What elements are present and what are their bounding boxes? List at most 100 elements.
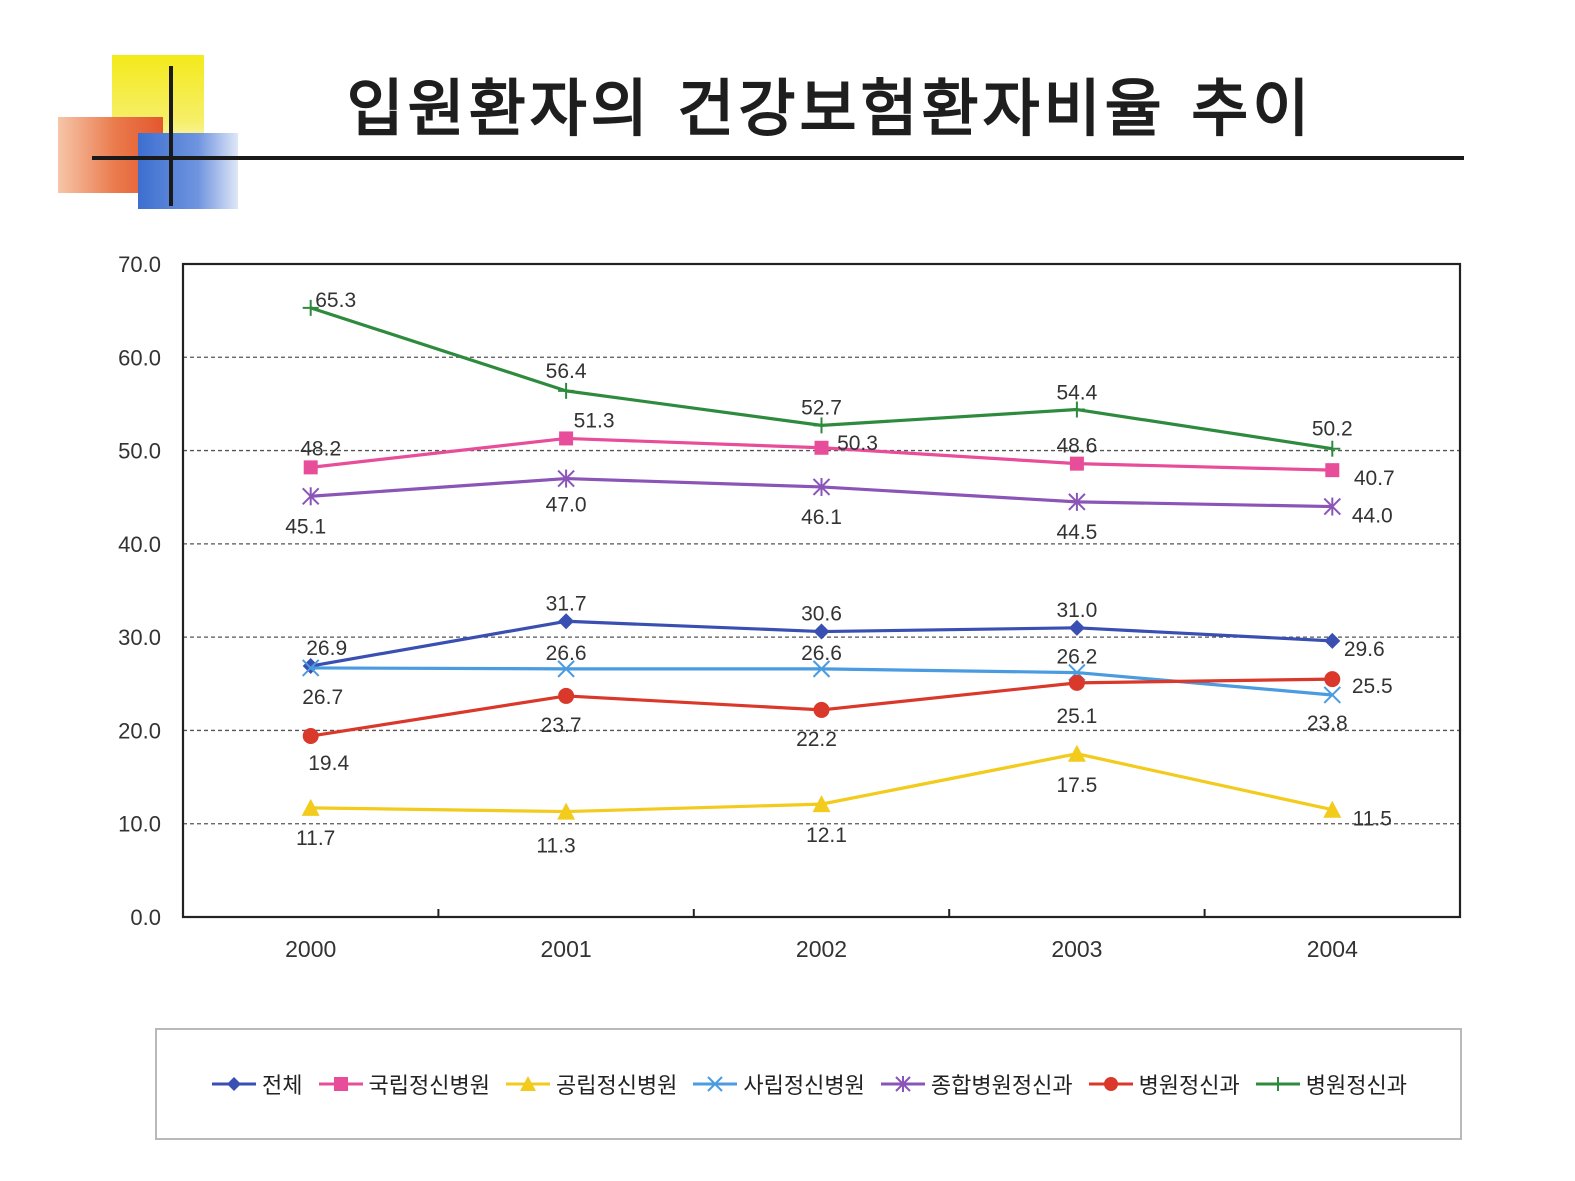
data-label: 54.4	[1056, 382, 1097, 405]
data-point	[519, 1076, 536, 1091]
data-label: 47.0	[546, 494, 587, 517]
data-label: 50.2	[1312, 418, 1353, 441]
data-point	[1323, 800, 1342, 818]
data-point	[812, 660, 831, 678]
data-point	[301, 798, 320, 816]
legend-label: 병원정신과	[1305, 1074, 1407, 1099]
legend-item: 병원정신과	[1087, 1068, 1240, 1100]
data-label: 23.7	[541, 714, 582, 737]
legend-label: 사립정신병원	[743, 1074, 865, 1099]
data-point	[1323, 497, 1342, 516]
page-title: 입원환자의 건강보험환자비율 추이	[346, 72, 1314, 145]
y-tick-label: 0.0	[130, 905, 161, 930]
data-label: 25.1	[1056, 705, 1097, 728]
x-tick-label: 2002	[796, 936, 847, 962]
legend-label: 종합병원정신과	[930, 1074, 1073, 1099]
legend-swatch	[505, 1076, 550, 1091]
data-point	[302, 299, 319, 316]
data-point	[813, 701, 830, 718]
data-point	[333, 1077, 348, 1091]
data-point	[1325, 463, 1340, 478]
title-decoration-blue	[138, 133, 238, 209]
data-label: 30.6	[801, 603, 842, 626]
data-point	[301, 487, 320, 506]
legend-item: 전체	[210, 1068, 303, 1100]
data-label: 65.3	[315, 289, 356, 312]
data-point	[559, 431, 574, 446]
data-point	[303, 460, 318, 475]
data-point	[1068, 619, 1085, 636]
x-tick-label: 2001	[541, 936, 592, 962]
data-point	[557, 660, 575, 678]
legend-swatch	[212, 1077, 257, 1091]
data-label: 31.7	[546, 592, 587, 615]
data-label: 44.0	[1352, 505, 1393, 528]
y-tick-label: 60.0	[118, 345, 161, 370]
data-label: 31.0	[1056, 599, 1097, 622]
data-label: 46.1	[801, 506, 842, 529]
data-label: 22.2	[796, 728, 837, 751]
y-tick-label: 20.0	[118, 718, 161, 743]
data-point	[812, 795, 831, 813]
data-point	[812, 477, 831, 496]
data-point	[1324, 632, 1341, 649]
data-point	[558, 613, 575, 630]
data-point	[1067, 744, 1086, 762]
data-point	[301, 659, 320, 677]
y-tick-label: 40.0	[118, 532, 161, 557]
data-label: 26.7	[302, 686, 343, 709]
data-label: 23.8	[1307, 712, 1348, 735]
data-label: 51.3	[574, 409, 615, 432]
data-point	[1069, 456, 1084, 471]
data-label: 44.5	[1056, 521, 1097, 544]
legend-swatch	[880, 1076, 925, 1092]
data-label: 50.3	[837, 432, 878, 455]
y-tick-label: 50.0	[118, 439, 161, 464]
data-label: 40.7	[1354, 467, 1395, 490]
data-point	[1068, 401, 1085, 418]
data-point	[1324, 671, 1341, 688]
data-label: 17.5	[1056, 774, 1097, 797]
data-label: 11.3	[536, 835, 575, 858]
data-label: 26.6	[546, 642, 587, 665]
data-point	[1270, 1077, 1285, 1091]
data-point	[558, 382, 575, 399]
data-label: 25.5	[1352, 675, 1393, 698]
legend-item: 병원정신과	[1254, 1068, 1407, 1100]
plot-frame	[181, 262, 1462, 919]
data-point	[707, 1076, 724, 1092]
x-tick-label: 2000	[285, 936, 336, 962]
legend-label: 병원정신과	[1138, 1074, 1240, 1099]
data-point	[1068, 492, 1086, 511]
data-label: 52.7	[801, 396, 842, 419]
legend-label: 전체	[262, 1074, 303, 1099]
data-label: 26.6	[801, 642, 842, 665]
data-point	[1323, 686, 1342, 704]
x-tick-label: 2003	[1051, 936, 1102, 962]
data-label: 45.1	[285, 515, 326, 538]
data-label: 26.2	[1056, 646, 1097, 669]
data-label: 29.6	[1344, 638, 1385, 661]
legend-item: 국립정신병원	[317, 1068, 490, 1100]
data-label: 11.5	[1353, 808, 1392, 831]
y-tick-label: 10.0	[118, 812, 161, 837]
title-decoration-line	[169, 66, 173, 206]
data-point	[558, 687, 575, 704]
y-tick-label: 70.0	[118, 252, 161, 277]
data-label: 12.1	[806, 824, 847, 847]
legend-item: 사립정신병원	[691, 1068, 865, 1100]
data-point	[302, 728, 319, 745]
legend-swatch	[1088, 1077, 1133, 1091]
data-label: 19.4	[308, 752, 349, 775]
data-label: 11.7	[296, 827, 335, 850]
data-point	[557, 802, 576, 820]
y-tick-label: 30.0	[118, 625, 161, 650]
data-point	[814, 440, 829, 455]
legend-item: 종합병원정신과	[879, 1068, 1073, 1100]
data-point	[557, 469, 575, 488]
data-point	[302, 658, 319, 675]
data-label: 26.9	[306, 637, 347, 660]
chart-legend: 전체 국립정신병원 공립정신병원 사립정신병원 종합병원정신과 병원정신과 병원정신과	[155, 1028, 1462, 1140]
data-point	[1103, 1077, 1118, 1091]
data-point	[227, 1077, 242, 1091]
